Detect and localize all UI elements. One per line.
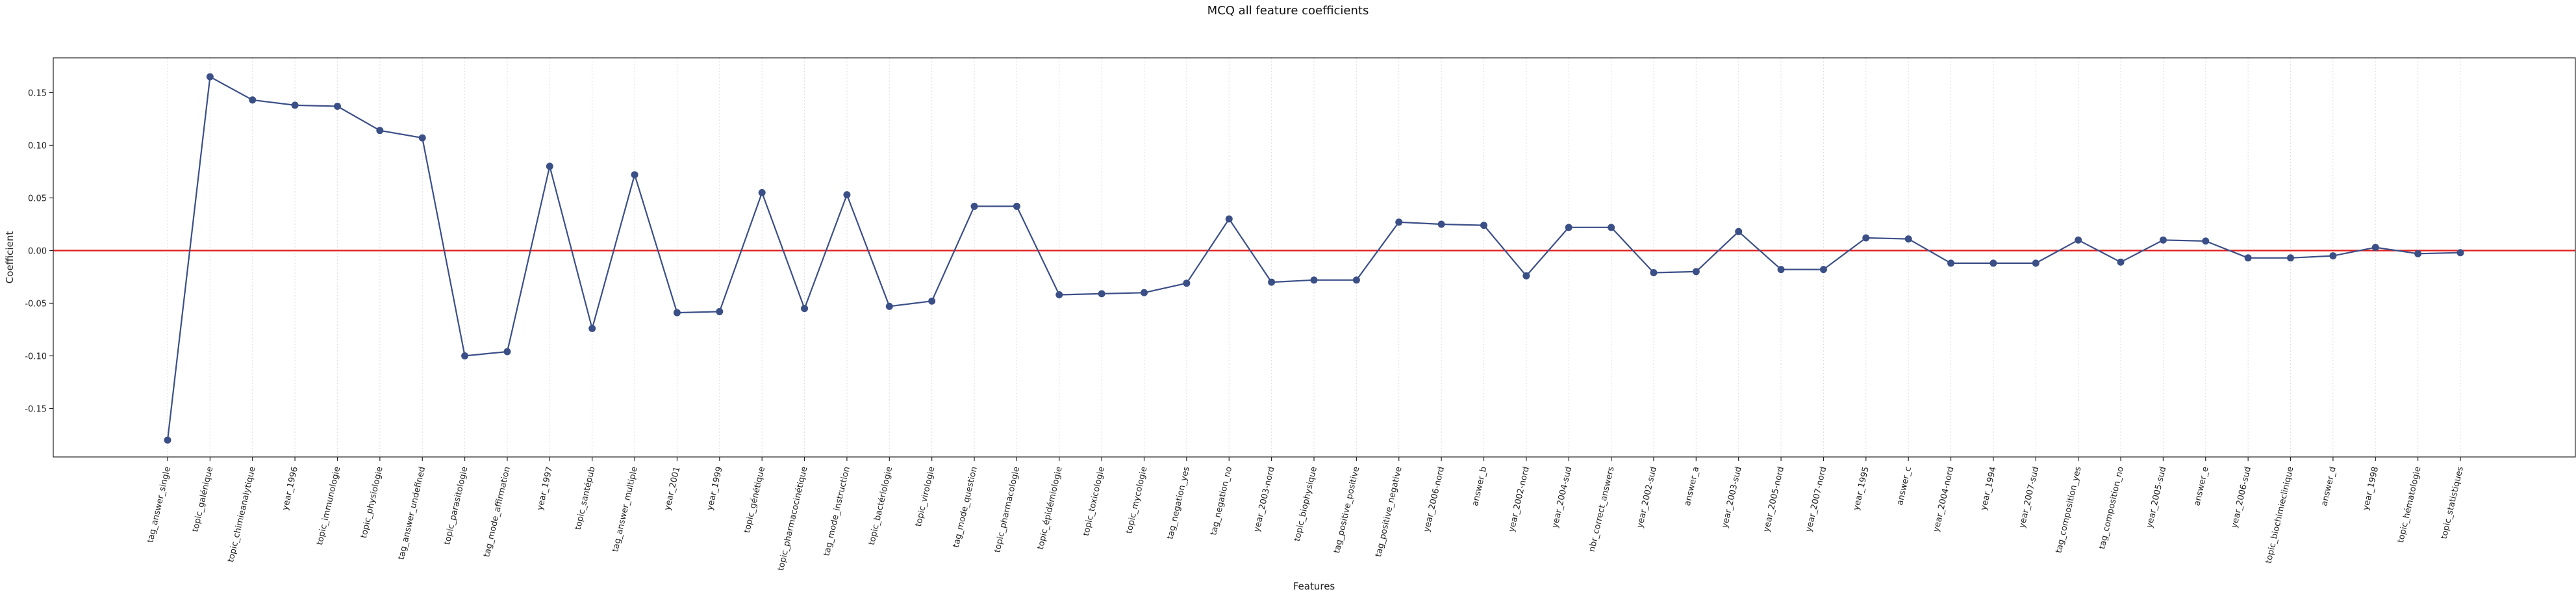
data-point	[376, 127, 384, 135]
data-point	[970, 202, 978, 210]
data-point	[2075, 236, 2082, 244]
x-axis-title: Features	[1293, 580, 1335, 592]
data-point	[2117, 258, 2125, 266]
y-axis-title: Coefficient	[4, 231, 16, 284]
y-tick-label: -0.05	[25, 299, 47, 309]
data-point	[588, 324, 596, 332]
data-point	[2371, 244, 2379, 252]
data-point	[1055, 291, 1063, 299]
data-point	[1735, 228, 1743, 235]
data-point	[716, 307, 724, 315]
data-point	[1225, 215, 1233, 223]
data-point	[843, 191, 851, 199]
data-point	[418, 134, 426, 142]
data-point	[1989, 259, 1997, 267]
data-point	[1183, 280, 1191, 287]
data-point	[2329, 252, 2337, 260]
y-tick-label: -0.15	[25, 404, 47, 414]
data-point	[1947, 259, 1955, 267]
data-point	[2414, 250, 2422, 257]
y-tick-label: 0.10	[28, 141, 47, 151]
y-tick-label: 0.05	[28, 194, 47, 203]
data-point	[758, 188, 766, 196]
chart-title: MCQ all feature coefficients	[1207, 4, 1369, 18]
data-point	[1437, 220, 1445, 228]
data-point	[1268, 278, 1276, 286]
data-point	[1819, 266, 1827, 274]
y-tick-label: -0.10	[25, 352, 47, 361]
data-point	[1565, 224, 1572, 231]
plot-frame	[53, 57, 2576, 458]
vertical-gridlines	[167, 58, 2461, 457]
data-point	[461, 352, 469, 359]
data-point	[164, 436, 171, 444]
data-point	[2456, 249, 2464, 257]
y-axis-ticks: -0.15 -0.10 -0.05 0.00 0.05 0.10 0.15	[25, 88, 53, 414]
data-point	[1522, 272, 1530, 280]
data-point	[333, 103, 341, 110]
data-point	[1608, 224, 1615, 231]
series-layer	[164, 73, 2464, 444]
data-point	[546, 162, 553, 170]
data-point	[2202, 237, 2210, 245]
data-point	[2244, 254, 2252, 262]
data-point	[206, 73, 214, 81]
data-point	[1395, 218, 1403, 226]
data-point	[1141, 289, 1148, 296]
data-point	[673, 309, 681, 317]
data-point	[801, 305, 809, 313]
data-point	[631, 171, 638, 179]
data-point	[2287, 254, 2295, 262]
data-point	[503, 348, 511, 356]
data-point	[1480, 222, 1487, 229]
y-tick-label: 0.00	[28, 246, 47, 256]
data-point	[1777, 266, 1785, 274]
data-point	[1013, 202, 1020, 210]
y-tick-label: 0.15	[28, 88, 47, 98]
data-point	[1310, 276, 1318, 284]
data-point	[1862, 234, 1870, 242]
data-point	[1904, 235, 1912, 243]
data-point	[1692, 268, 1700, 276]
data-point	[1352, 276, 1360, 284]
data-point	[291, 101, 299, 109]
data-point	[2159, 236, 2167, 244]
data-point	[1098, 290, 1105, 298]
data-point	[885, 302, 893, 310]
data-point	[928, 297, 936, 305]
data-point	[249, 96, 257, 104]
data-point	[1650, 268, 1658, 276]
data-point	[2032, 259, 2039, 267]
